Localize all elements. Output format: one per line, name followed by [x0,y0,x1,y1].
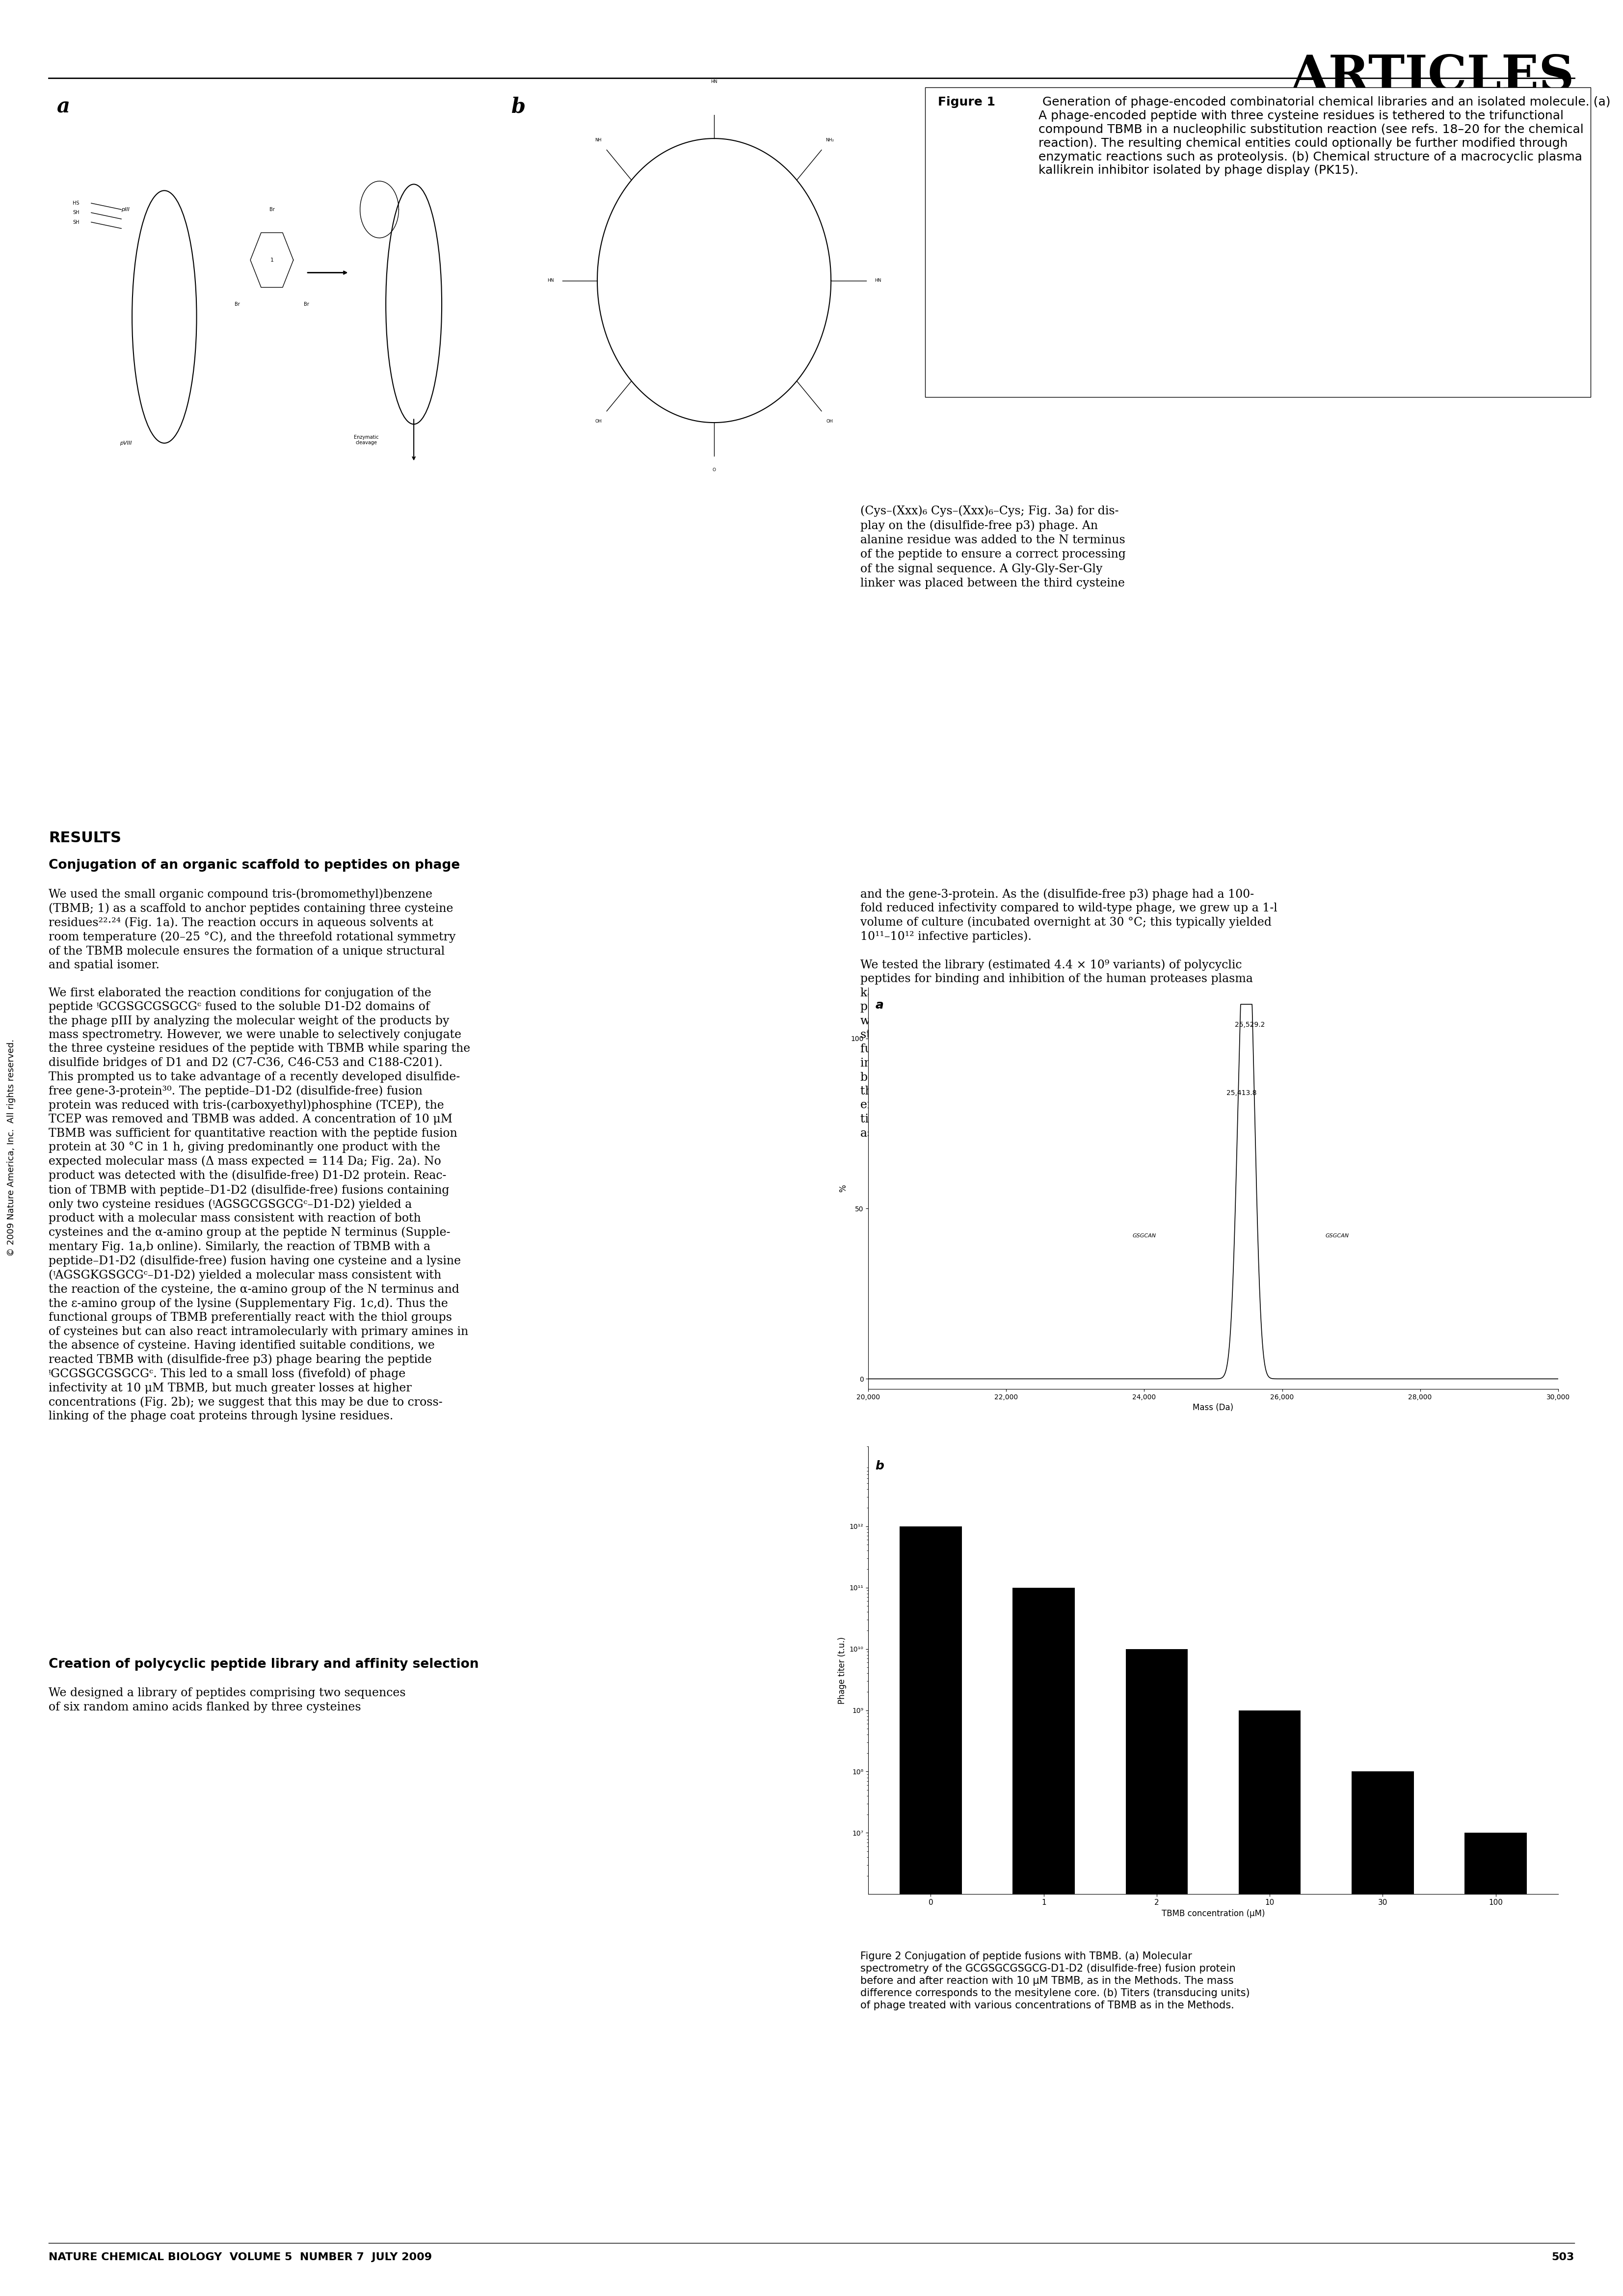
Text: Figure 2 Conjugation of peptide fusions with TBMB. (a) Molecular
spectrometry of: Figure 2 Conjugation of peptide fusions … [860,1952,1250,2009]
Text: b: b [875,1460,885,1472]
Text: Enzymatic
cleavage: Enzymatic cleavage [354,434,378,445]
Text: Creation of polycyclic peptide library and affinity selection: Creation of polycyclic peptide library a… [49,1658,479,1671]
Text: We used the small organic compound tris-(bromomethyl)benzene
(TBMB; 1) as a scaf: We used the small organic compound tris-… [49,889,471,1421]
Text: Figure 1: Figure 1 [938,96,995,108]
Y-axis label: Phage titer (t.u.): Phage titer (t.u.) [837,1637,847,1704]
Text: Conjugation of an organic scaffold to peptides on phage: Conjugation of an organic scaffold to pe… [49,859,459,872]
Text: b: b [511,96,526,117]
Text: pIII: pIII [122,207,130,211]
Text: GSGCAN: GSGCAN [1326,1233,1349,1238]
Text: O: O [712,468,716,473]
Text: and the gene-3-protein. As the (disulfide-free p3) phage had a 100-
fold reduced: and the gene-3-protein. As the (disulfid… [860,889,1277,1139]
Text: 25,529.2: 25,529.2 [1235,1022,1264,1029]
Text: HN: HN [547,278,553,282]
Bar [899,1527,962,2296]
Text: NATURE CHEMICAL BIOLOGY  VOLUME 5  NUMBER 7  JULY 2009: NATURE CHEMICAL BIOLOGY VOLUME 5 NUMBER … [49,2252,432,2262]
Text: ARTICLES: ARTICLES [1290,53,1574,101]
Y-axis label: %: % [839,1185,847,1192]
Text: Br: Br [304,301,308,308]
Text: 503: 503 [1552,2252,1574,2262]
Text: a: a [57,96,70,117]
Text: HN: HN [875,278,881,282]
Text: Br: Br [269,207,274,211]
Text: SH: SH [73,211,80,216]
Text: 1: 1 [269,257,274,262]
Text: HS: HS [73,200,80,207]
Text: (Cys–(Xxx)₆ Cys–(Xxx)₆–Cys; Fig. 3a) for dis-
play on the (disulfide-free p3) ph: (Cys–(Xxx)₆ Cys–(Xxx)₆–Cys; Fig. 3a) for… [860,505,1126,590]
Text: pVIII: pVIII [120,441,131,445]
Bar [1464,1832,1527,2296]
Text: OH: OH [826,418,833,422]
Text: 25,413.8: 25,413.8 [1227,1088,1256,1095]
FancyBboxPatch shape [925,87,1591,397]
Text: Generation of phage-encoded combinatorial chemical libraries and an isolated mol: Generation of phage-encoded combinatoria… [1039,96,1610,177]
Text: Br: Br [235,301,240,308]
Text: a: a [875,999,883,1010]
Text: © 2009 Nature America, Inc.  All rights reserved.: © 2009 Nature America, Inc. All rights r… [6,1040,16,1256]
Text: We designed a library of peptides comprising two sequences
of six random amino a: We designed a library of peptides compri… [49,1688,406,1713]
Text: NH₂: NH₂ [826,138,834,142]
Text: OH: OH [596,418,602,422]
Text: HN: HN [711,80,717,85]
Bar [1126,1649,1188,2296]
Bar [1238,1711,1300,2296]
Bar [1352,1773,1414,2296]
X-axis label: TBMB concentration (μM): TBMB concentration (μM) [1162,1908,1264,1917]
Text: GSGCAN: GSGCAN [1133,1233,1156,1238]
Text: RESULTS: RESULTS [49,831,122,845]
Text: SH: SH [73,220,80,225]
Bar [1013,1587,1074,2296]
Text: NH: NH [596,138,602,142]
X-axis label: Mass (Da): Mass (Da) [1193,1403,1233,1412]
